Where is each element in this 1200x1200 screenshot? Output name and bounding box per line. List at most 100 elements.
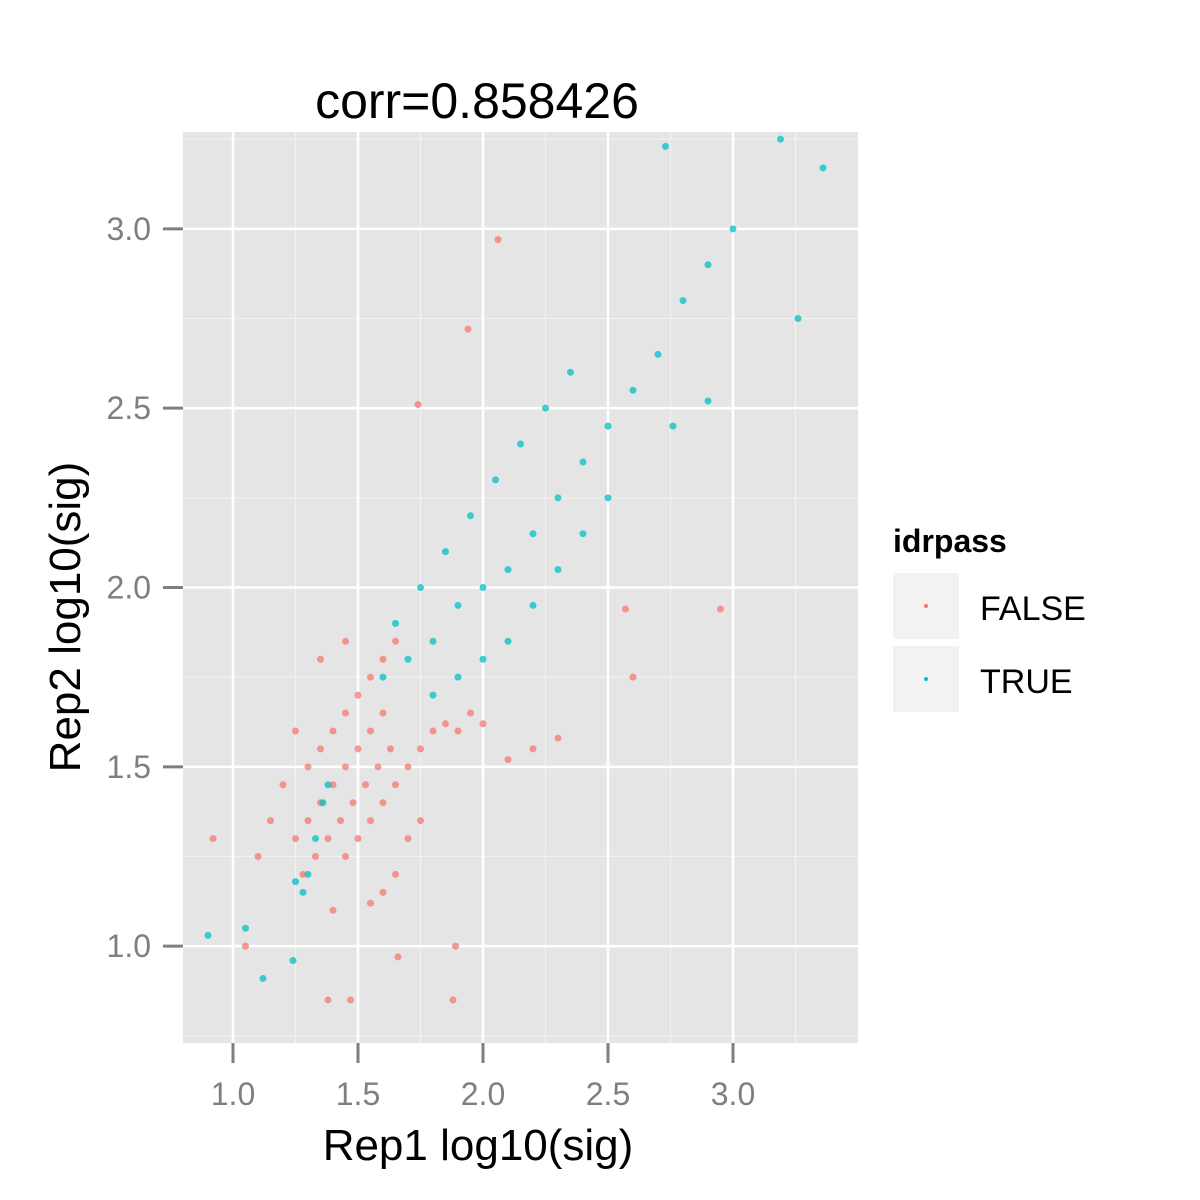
data-point [429,691,437,699]
data-point [579,458,587,466]
data-point [554,734,562,742]
data-point [319,799,327,807]
data-point [379,673,387,681]
data-point [454,601,462,609]
data-point [429,727,437,735]
y-axis: 1.0 1.5 2.0 2.5 3.0 [107,211,183,964]
data-point [312,835,319,843]
data-point [304,817,312,825]
data-point [622,605,629,613]
series-true [204,135,827,982]
data-point [209,835,217,843]
data-point [204,931,212,939]
data-point [367,673,374,681]
data-point [629,673,637,681]
data-point [329,906,337,914]
data-point [662,142,669,150]
data-point [554,494,562,502]
data-point [392,637,399,645]
data-point [289,957,297,965]
data-point [504,566,512,574]
data-point [299,888,307,896]
data-point [417,817,424,825]
data-point [329,727,337,735]
data-point [292,835,299,843]
data-point [392,781,399,789]
data-point [494,236,502,244]
data-point [379,888,387,896]
legend-marker-false [924,604,928,608]
data-point [267,817,274,825]
data-point [467,512,474,520]
data-point [404,763,412,771]
data-point [342,763,349,771]
data-point [529,530,537,538]
data-point [442,720,449,728]
legend: idrpass FALSE TRUE [893,523,1086,712]
data-point [454,727,462,735]
data-point [299,870,307,878]
data-point [417,745,424,753]
series-false [209,236,724,1004]
x-tick-label: 2.0 [461,1076,505,1112]
data-point [392,619,399,627]
data-point [292,727,299,735]
data-point [464,325,472,333]
y-tick-label: 2.0 [107,570,151,606]
data-point [337,817,344,825]
data-point [367,817,374,825]
x-axis-title: Rep1 log10(sig) [323,1121,634,1170]
legend-marker-true [924,677,928,681]
data-point [317,745,324,753]
data-point [259,974,267,982]
data-point [292,878,299,886]
data-point [417,584,424,591]
data-point [467,709,474,717]
chart-title: corr=0.858426 [315,73,639,129]
y-tick-label: 1.5 [107,749,151,785]
data-point [479,584,487,591]
data-point [629,386,637,394]
data-point [452,942,459,950]
data-point [704,261,712,269]
data-point [669,422,677,430]
data-point [777,135,784,143]
data-point [394,953,402,961]
data-point [819,164,827,172]
legend-title: idrpass [893,523,1007,559]
x-tick-label: 1.0 [211,1076,255,1112]
data-point [304,763,312,771]
legend-label-true: TRUE [980,663,1073,701]
data-point [242,942,249,950]
data-point [729,225,737,233]
x-tick-label: 1.5 [336,1076,380,1112]
data-point [392,870,399,878]
data-point [442,548,449,556]
data-point [404,835,412,843]
data-point [604,494,612,502]
data-point [362,781,369,789]
data-point [404,655,412,663]
data-point [517,440,524,448]
y-tick-label: 1.0 [107,928,151,964]
data-point [504,637,512,645]
data-point [342,637,349,645]
data-point [374,763,382,771]
data-point [704,397,712,405]
y-axis-title: Rep2 log10(sig) [41,462,90,773]
data-point [324,835,332,843]
data-point [349,799,357,807]
data-point [254,852,262,860]
data-point [542,404,549,412]
data-point [449,996,457,1004]
data-point [529,745,537,753]
data-point [429,637,437,645]
data-point [479,655,487,663]
data-points [204,135,827,1004]
data-point [342,852,349,860]
data-point [414,401,422,409]
data-point [717,605,724,613]
data-point [604,422,612,430]
data-point [567,368,574,376]
